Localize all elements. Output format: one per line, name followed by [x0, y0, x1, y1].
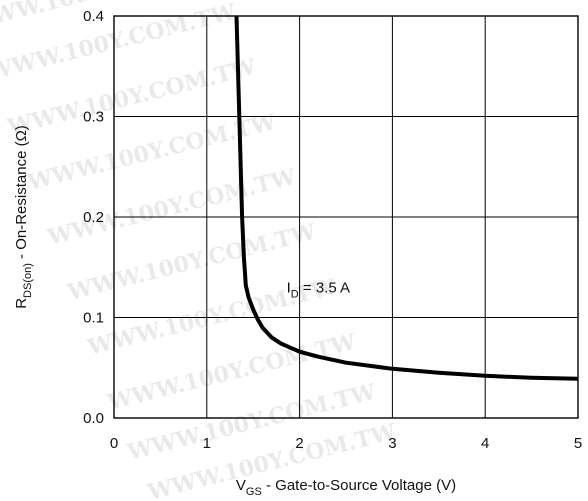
- series-line: [234, 15, 579, 381]
- x-tick-label: 1: [203, 435, 211, 452]
- y-axis-title-sub: DS(on): [22, 263, 34, 298]
- y-tick-label: 0.2: [83, 209, 104, 226]
- x-tick-label: 3: [388, 435, 396, 452]
- series-layer: [234, 15, 579, 381]
- annotation-main: I: [287, 279, 291, 296]
- y-tick-labels: 0.0 0.1 0.2 0.3 0.4: [83, 8, 104, 427]
- y-tick-label: 0.4: [83, 8, 104, 25]
- current-annotation: ID = 3.5 A: [287, 279, 350, 300]
- y-axis-title-main: R: [13, 298, 30, 309]
- grid: [114, 16, 578, 418]
- x-axis-title-rest: - Gate-to-Source Voltage (V): [262, 477, 456, 494]
- plot-frame: [113, 15, 579, 419]
- y-tick-label: 0.3: [83, 109, 104, 126]
- y-axis-title-rest: - On-Resistance (Ω): [13, 125, 30, 263]
- y-axis-title: RDS(on) - On-Resistance (Ω): [13, 125, 34, 309]
- watermark-layer: WWW.100Y.COM.TWWWW.100Y.COM.TWWWW.100Y.C…: [0, 0, 399, 501]
- annotation-sub: D: [291, 288, 299, 300]
- annotation-rest: = 3.5 A: [299, 279, 350, 296]
- y-tick-label: 0.0: [83, 410, 104, 427]
- x-tick-label: 4: [481, 435, 489, 452]
- x-axis-title-sub: GS: [246, 486, 262, 498]
- x-tick-labels: 0 1 2 3 4 5: [110, 435, 582, 452]
- x-tick-label: 0: [110, 435, 118, 452]
- y-tick-label: 0.1: [83, 310, 104, 327]
- x-axis-title-main: V: [236, 477, 246, 494]
- x-tick-label: 2: [295, 435, 303, 452]
- x-tick-label: 5: [574, 435, 582, 452]
- x-axis-title: VGS - Gate-to-Source Voltage (V): [236, 477, 456, 498]
